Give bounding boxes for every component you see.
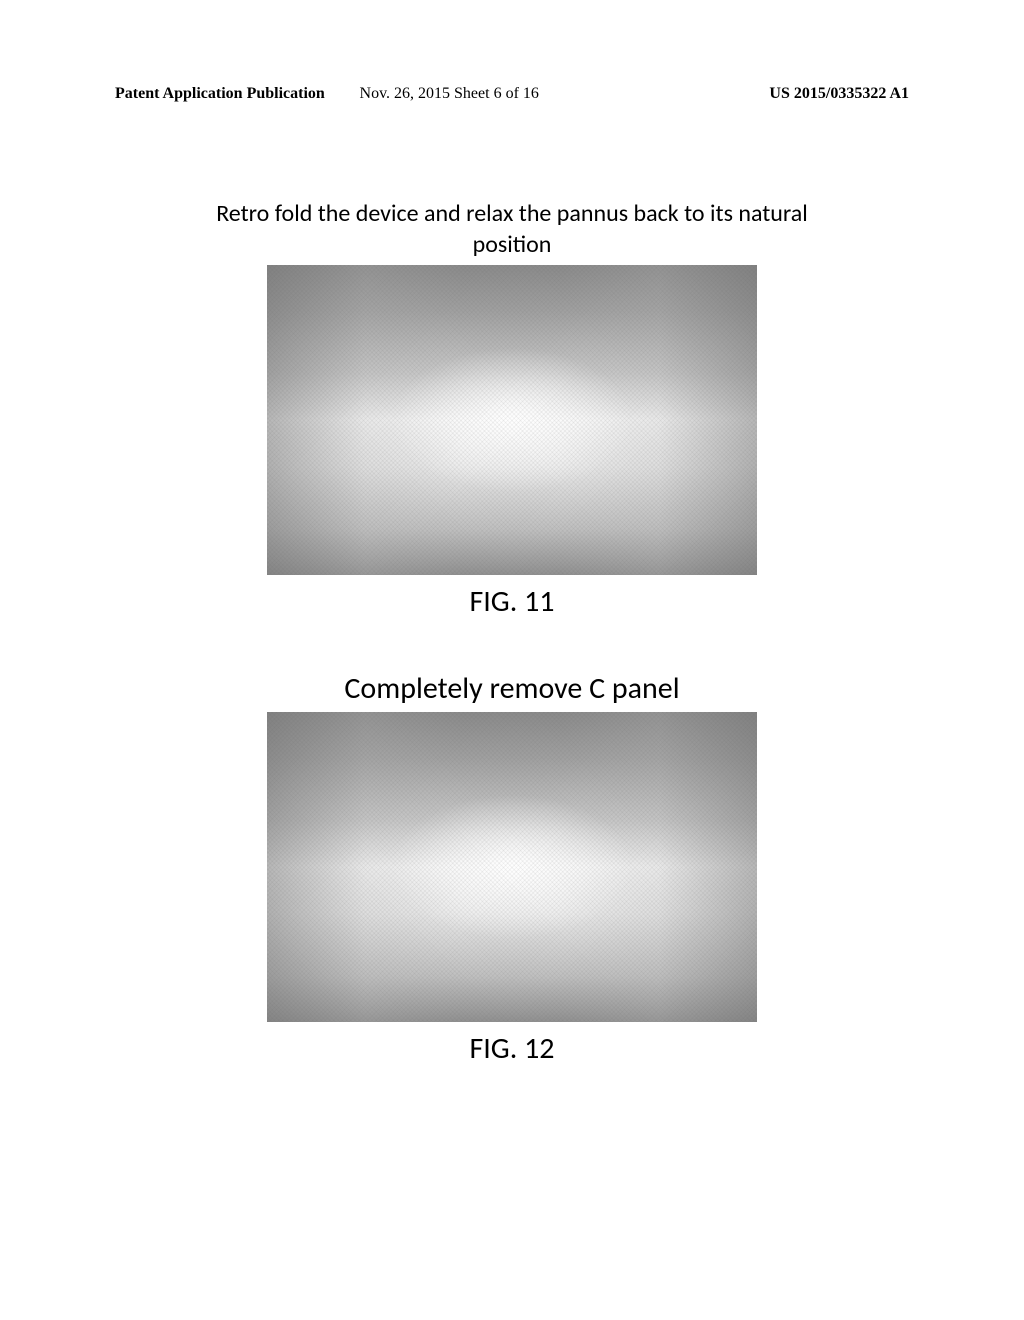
figure-12-image	[267, 712, 757, 1022]
header-date-sheet: Nov. 26, 2015 Sheet 6 of 16	[360, 85, 539, 103]
figure-12-section: Completely remove C panel FIG. 12	[115, 670, 909, 1067]
page-container: Patent Application Publication Nov. 26, …	[0, 0, 1024, 1320]
figure-11-label: FIG. 11	[469, 583, 554, 620]
page-header: Patent Application Publication Nov. 26, …	[115, 85, 909, 103]
figure-11-image	[267, 265, 757, 575]
header-publication-type: Patent Application Publication	[115, 85, 325, 103]
figure-12-label: FIG. 12	[469, 1030, 554, 1067]
figure-12-caption: Completely remove C panel	[344, 670, 679, 707]
figure-11-section: Retro fold the device and relax the pann…	[115, 198, 909, 620]
figure-11-caption: Retro fold the device and relax the pann…	[202, 198, 822, 260]
header-patent-number: US 2015/0335322 A1	[769, 85, 909, 103]
